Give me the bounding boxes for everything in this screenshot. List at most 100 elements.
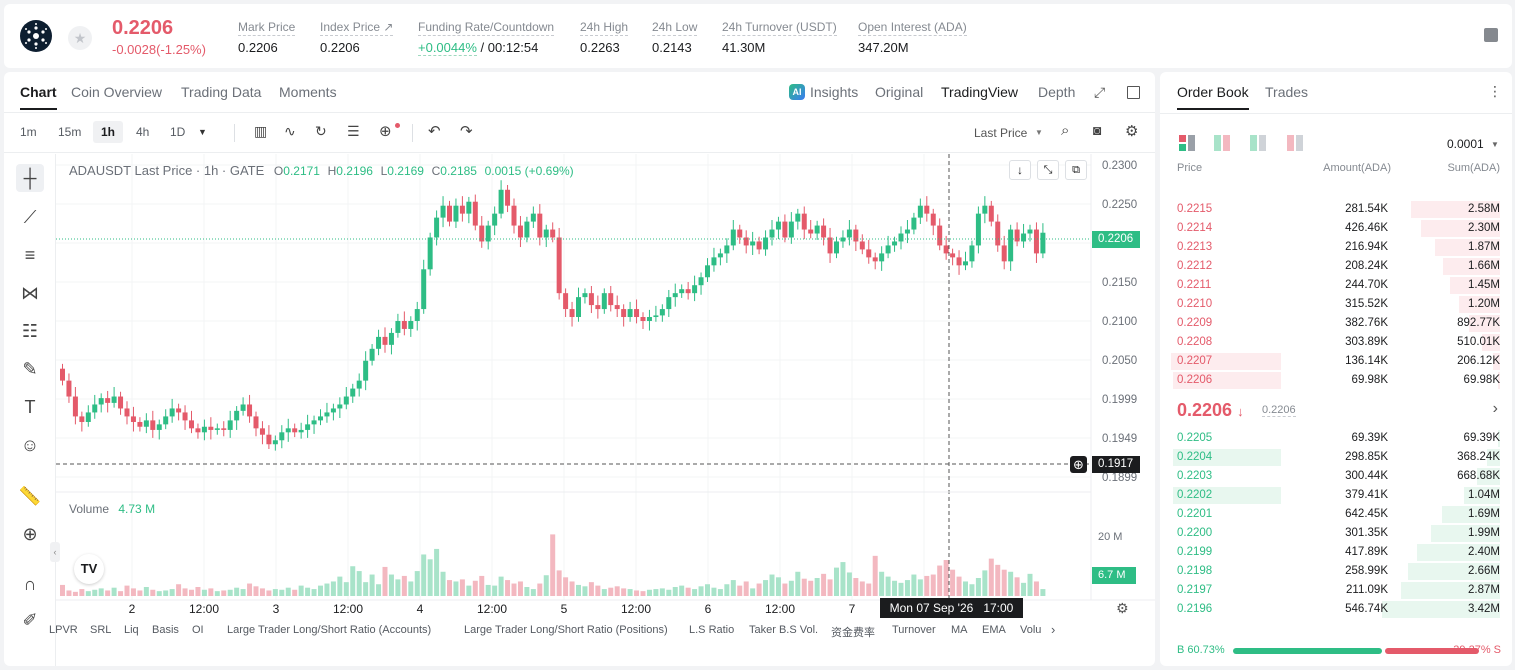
interval-1m[interactable]: 1m bbox=[20, 125, 37, 139]
tab-trades[interactable]: Trades bbox=[1265, 84, 1309, 100]
collapse-icon[interactable]: ⤡ bbox=[1037, 160, 1059, 180]
book-row[interactable]: 0.2198 258.99K 2.66M bbox=[1160, 562, 1512, 581]
text-icon[interactable]: T bbox=[24, 397, 36, 417]
interval-1h[interactable]: 1h bbox=[93, 121, 124, 143]
tab-chart[interactable]: Chart bbox=[20, 84, 57, 110]
zoom-in-icon[interactable]: ⊕ bbox=[22, 524, 38, 544]
brush-icon[interactable]: ✎ bbox=[22, 359, 38, 379]
indicator-liq[interactable]: Liq bbox=[124, 624, 139, 636]
price-source-select[interactable]: Last Price bbox=[974, 126, 1028, 140]
book-row[interactable]: 0.2214 426.46K 2.30M bbox=[1160, 219, 1512, 238]
book-row[interactable]: 0.2199 417.89K 2.40M bbox=[1160, 543, 1512, 562]
indicator-basis[interactable]: Basis bbox=[152, 624, 179, 636]
maximize-icon[interactable]: ⧉ bbox=[1065, 160, 1087, 180]
ai-insights-icon[interactable]: AI bbox=[789, 84, 805, 100]
book-row[interactable]: 0.2213 216.94K 1.87M bbox=[1160, 238, 1512, 257]
legend-symbol[interactable]: ADAUSDT Last Price · 1h · GATE bbox=[69, 163, 265, 178]
book-bids-only-icon[interactable] bbox=[1214, 135, 1230, 151]
interval-1d[interactable]: 1D bbox=[170, 125, 186, 139]
view-depth[interactable]: Depth bbox=[1038, 84, 1076, 100]
indicator-volume[interactable]: Volu bbox=[1020, 624, 1042, 636]
indicator-lpvr[interactable]: LPVR bbox=[49, 624, 78, 636]
redo-icon[interactable]: ↷ bbox=[460, 123, 473, 140]
emoji-icon[interactable]: ☺ bbox=[20, 435, 40, 455]
guide-book-icon[interactable] bbox=[1484, 28, 1498, 42]
more-icon[interactable]: ⋮ bbox=[1488, 83, 1502, 99]
tab-order-book[interactable]: Order Book bbox=[1177, 84, 1249, 110]
book-row[interactable]: 0.2207 136.14K 206.12K bbox=[1160, 352, 1512, 371]
indicator-oi[interactable]: OI bbox=[192, 624, 204, 636]
magnet-icon[interactable]: ∩ bbox=[23, 574, 37, 594]
chart-settings-icon[interactable]: ⚙ bbox=[1116, 600, 1129, 616]
fib-icon[interactable]: ☷ bbox=[21, 321, 39, 341]
interval-15m[interactable]: 15m bbox=[58, 125, 82, 139]
precision-chevron-down-icon[interactable]: ▼ bbox=[1491, 140, 1499, 149]
trendline-icon[interactable]: ⟋ bbox=[23, 207, 37, 227]
book-row[interactable]: 0.2200 301.35K 1.99M bbox=[1160, 524, 1512, 543]
price-chart[interactable]: 0.23000.22500.22000.21500.21000.20500.19… bbox=[56, 154, 1155, 620]
add-indicator-icon[interactable]: ⊕ bbox=[379, 123, 392, 140]
book-row[interactable]: 0.2203 300.44K 668.68K bbox=[1160, 467, 1512, 486]
indicator-turnover[interactable]: Turnover bbox=[892, 624, 936, 636]
book-both-sides-icon[interactable] bbox=[1179, 135, 1195, 151]
indicator-funding[interactable]: 资金费率 bbox=[831, 627, 875, 639]
indicator-ema[interactable]: EMA bbox=[982, 624, 1006, 636]
pattern-icon[interactable]: ⋈ bbox=[21, 283, 39, 303]
add-alert-plus-icon[interactable]: ⊕ bbox=[1070, 456, 1087, 473]
book-row[interactable]: 0.2197 211.09K 2.87M bbox=[1160, 581, 1512, 600]
undo-icon[interactable]: ↶ bbox=[428, 123, 441, 140]
book-row[interactable]: 0.2205 69.39K 69.39K bbox=[1160, 429, 1512, 448]
indicator-ma[interactable]: MA bbox=[951, 624, 968, 636]
expand-icon[interactable]: ⤢ bbox=[1094, 84, 1106, 100]
indicator-ls-positions[interactable]: Large Trader Long/Short Ratio (Positions… bbox=[464, 624, 668, 636]
book-bids-icon[interactable] bbox=[1250, 135, 1266, 151]
chevron-right-icon[interactable]: › bbox=[1051, 622, 1056, 637]
template-icon[interactable]: ☰ bbox=[347, 123, 360, 139]
gear-icon[interactable]: ⚙ bbox=[1125, 123, 1139, 140]
favorite-star-icon[interactable]: ★ bbox=[68, 26, 92, 50]
book-row[interactable]: 0.2204 298.85K 368.24K bbox=[1160, 448, 1512, 467]
book-row[interactable]: 0.2211 244.70K 1.45M bbox=[1160, 276, 1512, 295]
interval-4h[interactable]: 4h bbox=[136, 125, 150, 139]
stat-index-price[interactable]: Index Price ↗ 0.2206 bbox=[320, 20, 394, 55]
lock-drawing-icon[interactable]: ✐ bbox=[22, 610, 38, 630]
crosshair-icon[interactable]: ┼ bbox=[16, 164, 44, 192]
book-row[interactable]: 0.2202 379.41K 1.04M bbox=[1160, 486, 1512, 505]
replay-icon[interactable]: ↻ bbox=[315, 123, 327, 139]
book-row[interactable]: 0.2201 642.45K 1.69M bbox=[1160, 505, 1512, 524]
indicators-icon[interactable]: ∿ bbox=[284, 123, 296, 139]
chevron-down-icon[interactable]: ▼ bbox=[1035, 128, 1043, 137]
interval-chevron-down-icon[interactable]: ▼ bbox=[198, 127, 207, 137]
tab-trading-data[interactable]: Trading Data bbox=[181, 84, 262, 100]
book-row[interactable]: 0.2215 281.54K 2.58M bbox=[1160, 200, 1512, 219]
candle bbox=[963, 261, 968, 266]
arrow-down-icon[interactable]: ↓ bbox=[1009, 160, 1031, 180]
book-row[interactable]: 0.2210 315.52K 1.20M bbox=[1160, 295, 1512, 314]
indicator-srl[interactable]: SRL bbox=[90, 624, 112, 636]
view-insights[interactable]: Insights bbox=[810, 84, 859, 100]
tradingview-logo-icon[interactable]: TV bbox=[74, 554, 104, 584]
indicator-taker-vol[interactable]: Taker B.S Vol. bbox=[749, 624, 819, 636]
horizontal-lines-icon[interactable]: ≡ bbox=[24, 245, 36, 265]
ruler-icon[interactable]: 📏 bbox=[18, 486, 42, 506]
book-row[interactable]: 0.2196 546.74K 3.42M bbox=[1160, 600, 1512, 619]
tab-moments[interactable]: Moments bbox=[279, 84, 337, 100]
book-row[interactable]: 0.2209 382.76K 892.77K bbox=[1160, 314, 1512, 333]
book-row[interactable]: 0.2212 208.24K 1.66M bbox=[1160, 257, 1512, 276]
search-icon[interactable]: ⌕ bbox=[1061, 122, 1070, 139]
view-tradingview[interactable]: TradingView bbox=[941, 84, 1019, 100]
indicator-ls-ratio[interactable]: L.S Ratio bbox=[689, 624, 735, 636]
window-icon[interactable] bbox=[1127, 86, 1140, 99]
indicator-ls-accounts[interactable]: Large Trader Long/Short Ratio (Accounts) bbox=[227, 624, 432, 636]
book-asks-icon[interactable] bbox=[1287, 135, 1303, 151]
book-row[interactable]: 0.2208 303.89K 510.01K bbox=[1160, 333, 1512, 352]
camera-icon[interactable]: ◙ bbox=[1093, 122, 1102, 138]
precision-select[interactable]: 0.0001 bbox=[1447, 137, 1484, 151]
tab-coin-overview[interactable]: Coin Overview bbox=[71, 84, 163, 100]
collapse-toolbar-icon[interactable]: ‹ bbox=[50, 542, 60, 562]
chevron-right-icon[interactable]: › bbox=[1492, 400, 1498, 417]
volume-label[interactable]: Volume bbox=[69, 502, 110, 516]
candles-icon[interactable]: ▥ bbox=[254, 123, 268, 139]
book-row[interactable]: 0.2206 69.98K 69.98K bbox=[1160, 371, 1512, 390]
view-original[interactable]: Original bbox=[875, 84, 924, 100]
